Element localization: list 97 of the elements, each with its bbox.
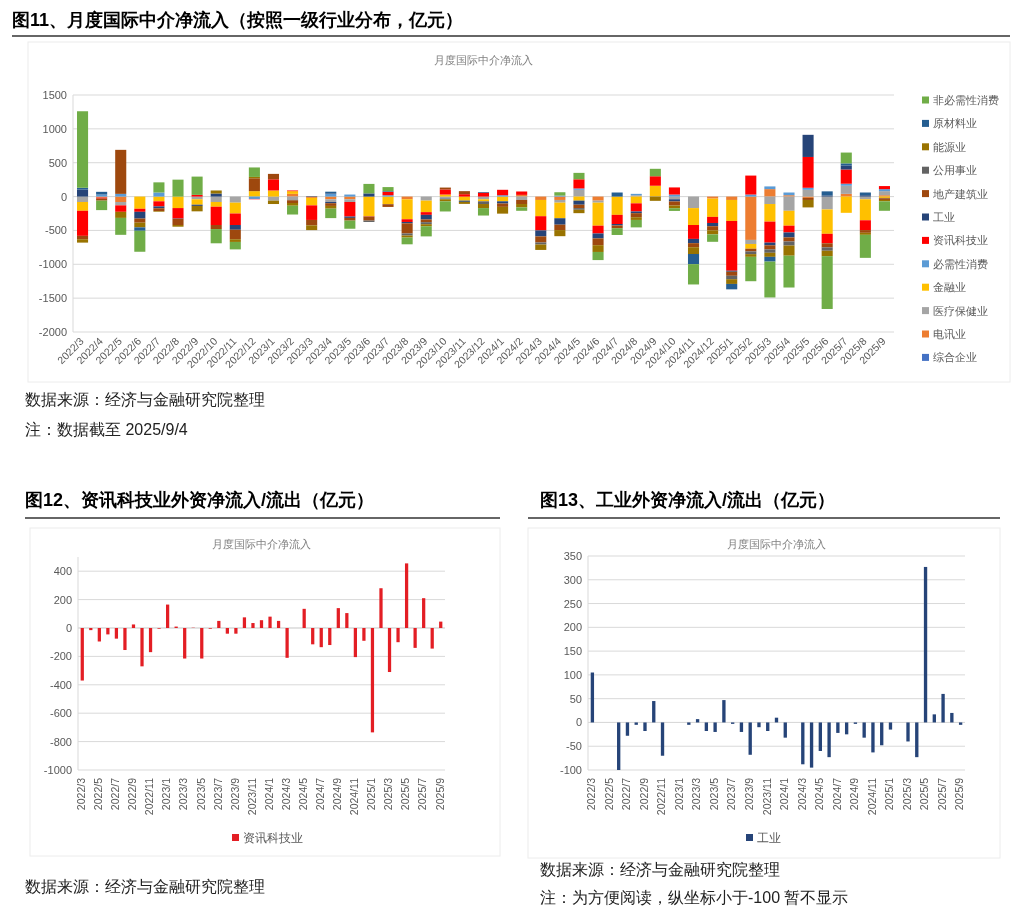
x-tick-label: 2025/7 <box>935 777 948 811</box>
chart-subtitle: 月度国际中介净流入 <box>727 538 826 550</box>
y-tick-label: -2000 <box>38 326 67 338</box>
legend: 资讯科技业 <box>232 831 303 845</box>
legend-label: 综合企业 <box>933 351 977 364</box>
y-tick-label: -1000 <box>43 764 72 776</box>
x-tick-label: 2023/5 <box>194 777 207 811</box>
chart-title: 图12、资讯科技业外资净流入/流出（亿元） <box>25 490 375 510</box>
legend-label: 原材料业 <box>933 117 977 130</box>
legend-label: 工业 <box>757 831 781 845</box>
x-tick-label: 2023/11 <box>245 777 258 816</box>
legend-label: 电讯业 <box>933 328 966 340</box>
text: 注：为方便阅读，纵坐标小于-100 暂不显示 <box>540 889 849 906</box>
x-tick-label: 2023/7 <box>211 777 224 811</box>
x-tick-label: 2024/3 <box>279 777 292 811</box>
x-tick-label: 2025/5 <box>399 777 412 811</box>
x-tick-label: 2022/9 <box>637 777 650 811</box>
legend-label: 医疗保健业 <box>933 304 988 317</box>
x-tick-label: 2025/1 <box>365 777 378 811</box>
legend: 工业 <box>746 831 781 845</box>
legend-label: 金融业 <box>933 281 966 294</box>
y-tick-label: 350 <box>563 550 582 562</box>
y-tick-label: 1000 <box>42 122 67 135</box>
y-tick-label: 300 <box>563 573 582 586</box>
x-tick-label: 2025/3 <box>382 777 395 811</box>
x-tick-label: 2023/11 <box>760 777 773 816</box>
y-tick-label: 200 <box>563 621 582 634</box>
source-note: 数据来源：经济与金融研究院整理 <box>25 878 265 895</box>
x-tick-label: 2023/1 <box>672 777 685 811</box>
x-tick-label: 2024/9 <box>848 777 861 811</box>
x-tick-label: 2024/7 <box>830 777 843 811</box>
y-tick-label: -400 <box>49 678 72 691</box>
y-tick-label: -200 <box>49 650 72 663</box>
x-tick-label: 2024/3 <box>795 777 808 811</box>
legend-label: 工业 <box>933 211 955 223</box>
x-tick-label: 2025/9 <box>953 777 966 811</box>
x-tick-label: 2022/3 <box>585 777 598 811</box>
x-tick-label: 2022/7 <box>620 777 633 811</box>
y-tick-label: 0 <box>60 190 67 203</box>
x-tick-label: 2022/5 <box>602 777 615 811</box>
x-tick-label: 2024/11 <box>348 777 361 816</box>
y-tick-label: 50 <box>569 692 582 705</box>
x-tick-label: 2023/3 <box>177 777 190 811</box>
y-tick-label: 1500 <box>42 89 67 101</box>
chart-title: 图11、月度国际中介净流入（按照一级行业分布，亿元） <box>12 10 464 30</box>
y-tick-label: 0 <box>575 716 582 729</box>
legend-label: 资讯科技业 <box>933 234 988 247</box>
chart-title: 图13、工业外资净流入/流出（亿元） <box>540 490 836 510</box>
x-tick-label: 2025/9 <box>433 777 446 811</box>
x-tick-label: 2024/1 <box>262 777 275 811</box>
x-tick-label: 2023/9 <box>742 777 755 811</box>
y-tick-label: -1500 <box>38 292 67 305</box>
y-tick-label: 200 <box>53 593 72 606</box>
x-tick-label: 2024/5 <box>813 777 826 811</box>
x-tick-label: 2024/5 <box>296 777 309 811</box>
x-tick-label: 2024/9 <box>331 777 344 811</box>
legend-label: 能源业 <box>933 140 966 153</box>
y-tick-label: 150 <box>563 645 582 658</box>
legend-label: 公用事业 <box>933 164 977 177</box>
x-tick-label: 2025/7 <box>416 777 429 811</box>
x-tick-label: 2022/11 <box>655 777 668 816</box>
x-tick-label: 2023/7 <box>725 777 738 811</box>
legend-label: 资讯科技业 <box>243 831 303 845</box>
x-tick-label: 2025/5 <box>918 777 931 811</box>
y-tick-label: 250 <box>563 597 582 610</box>
source-note: 数据来源：经济与金融研究院整理 <box>540 861 780 878</box>
x-tick-label: 2025/1 <box>883 777 896 811</box>
y-tick-label: 400 <box>53 565 72 578</box>
x-tick-label: 2023/5 <box>707 777 720 811</box>
y-tick-label: 100 <box>563 668 582 681</box>
x-tick-label: 2023/3 <box>690 777 703 811</box>
x-tick-label: 2024/1 <box>778 777 791 811</box>
source-note: 数据来源：经济与金融研究院整理 <box>25 391 265 408</box>
y-tick-label: 500 <box>48 156 67 169</box>
y-tick-label: -1000 <box>38 258 67 271</box>
x-tick-label: 2024/11 <box>865 777 878 816</box>
text: 注：数据截至 2025/9/4 <box>25 421 188 438</box>
x-tick-label: 2022/7 <box>109 777 122 811</box>
x-tick-label: 2022/5 <box>92 777 105 811</box>
x-tick-label: 2023/1 <box>160 777 173 811</box>
y-tick-label: -500 <box>44 224 67 237</box>
y-tick-label: -50 <box>566 740 582 753</box>
x-tick-label: 2022/9 <box>126 777 139 811</box>
chart-subtitle: 月度国际中介净流入 <box>212 538 311 550</box>
y-tick-label: -800 <box>49 735 72 748</box>
y-tick-label: -100 <box>559 764 582 776</box>
chart-subtitle: 月度国际中介净流入 <box>434 54 533 66</box>
x-tick-label: 2022/3 <box>75 777 88 811</box>
y-tick-label: 0 <box>65 622 72 634</box>
x-tick-label: 2022/11 <box>143 777 156 816</box>
x-tick-label: 2024/7 <box>314 777 327 811</box>
x-tick-label: 2025/3 <box>900 777 913 811</box>
legend-label: 非必需性消费 <box>933 94 999 106</box>
y-tick-label: -600 <box>49 707 72 720</box>
x-tick-label: 2023/9 <box>228 777 241 811</box>
legend-label: 地产建筑业 <box>932 187 988 200</box>
legend-label: 必需性消费 <box>933 257 988 270</box>
